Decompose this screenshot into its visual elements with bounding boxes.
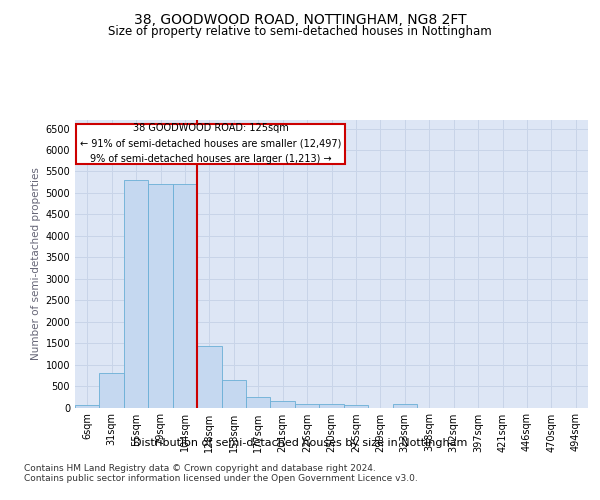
Bar <box>221 380 246 407</box>
Text: Distribution of semi-detached houses by size in Nottingham: Distribution of semi-detached houses by … <box>133 438 467 448</box>
Text: 38, GOODWOOD ROAD, NOTTINGHAM, NG8 2FT: 38, GOODWOOD ROAD, NOTTINGHAM, NG8 2FT <box>134 12 466 26</box>
Bar <box>124 180 148 408</box>
Text: Size of property relative to semi-detached houses in Nottingham: Size of property relative to semi-detach… <box>108 25 492 38</box>
Bar <box>173 184 197 408</box>
Text: Contains HM Land Registry data © Crown copyright and database right 2024.
Contai: Contains HM Land Registry data © Crown c… <box>24 464 418 483</box>
Bar <box>148 184 173 408</box>
Bar <box>271 402 295 407</box>
Text: 38 GOODWOOD ROAD: 125sqm
← 91% of semi-detached houses are smaller (12,497)
9% o: 38 GOODWOOD ROAD: 125sqm ← 91% of semi-d… <box>80 123 341 164</box>
Bar <box>75 406 100 407</box>
Bar <box>392 404 417 407</box>
Bar <box>100 373 124 408</box>
Bar <box>197 346 221 408</box>
Bar <box>295 404 319 407</box>
Bar <box>344 405 368 407</box>
Bar <box>319 404 344 407</box>
Y-axis label: Number of semi-detached properties: Number of semi-detached properties <box>31 168 41 360</box>
FancyBboxPatch shape <box>76 124 345 164</box>
Bar <box>246 397 271 407</box>
